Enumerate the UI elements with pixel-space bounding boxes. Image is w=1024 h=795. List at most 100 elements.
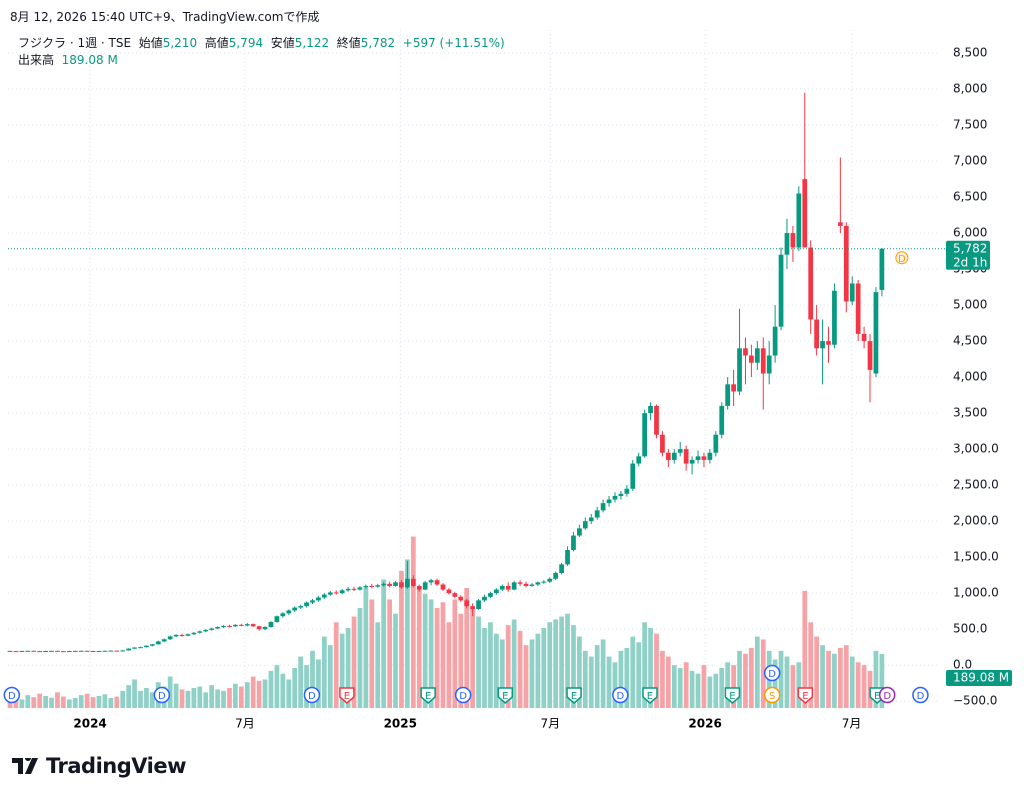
value: 5,794 (228, 36, 264, 50)
volume-bar (802, 590, 808, 708)
candle-body (138, 647, 143, 649)
volume-bar (209, 685, 215, 708)
y-tick-label: 6,500 (953, 190, 987, 204)
candle-body (321, 594, 327, 598)
volume-bar (772, 659, 778, 708)
candle-body (826, 341, 831, 345)
event-label: E (874, 691, 880, 702)
candle-body (754, 348, 760, 363)
volume-bar (31, 697, 37, 708)
candle-body (363, 585, 369, 588)
volume-bar (43, 696, 48, 708)
volume-bar (203, 692, 209, 708)
candle-body (505, 585, 511, 590)
volume-bar (654, 633, 659, 708)
candle-body (559, 564, 564, 574)
volume-bar (754, 636, 760, 708)
volume-bar (565, 613, 570, 708)
candle-body (19, 650, 25, 652)
candle-body (630, 463, 636, 489)
volume-bar (321, 636, 327, 708)
y-tick-label: 6,000 (953, 226, 987, 240)
candle-body (452, 593, 458, 597)
volume-bar (49, 697, 54, 708)
candle-body (683, 449, 689, 464)
volume-bar (760, 639, 766, 708)
volume-bar (820, 645, 825, 708)
candle-body (778, 254, 784, 327)
y-tick-label: 0.0 (953, 658, 972, 672)
candle-body (7, 650, 13, 652)
candle-body (185, 634, 191, 636)
candle-body (618, 493, 624, 496)
volume-bar (114, 696, 120, 708)
candle-body (529, 584, 535, 586)
x-tick-label: 2026 (688, 717, 721, 731)
candle-body (357, 587, 363, 590)
candle-body (72, 650, 78, 652)
volume-bar (37, 693, 43, 708)
event-marker (612, 686, 629, 704)
candle-body (280, 613, 286, 617)
volume-bar (221, 690, 226, 708)
volume-bar (55, 692, 60, 708)
y-tick-label: 3,500 (953, 406, 987, 420)
volume-bar (132, 679, 137, 708)
candle-body (873, 292, 879, 374)
label: 安値 (270, 36, 295, 50)
volume-bar (72, 698, 78, 708)
candle-body (707, 452, 713, 460)
candle-body (410, 578, 416, 586)
candle-body (84, 650, 90, 652)
candle-body (582, 521, 588, 529)
candle-body (90, 651, 96, 653)
volume-bar (606, 656, 612, 708)
volume-bar (256, 680, 262, 708)
candle-body (517, 582, 523, 584)
volume-bar (13, 698, 19, 708)
candle-body (571, 535, 576, 550)
event-marker (339, 687, 355, 704)
volume-bar (167, 676, 173, 708)
candle-body (393, 582, 398, 586)
candle-body (588, 517, 594, 522)
y-tick-label: 2,000.0 (953, 514, 999, 528)
volume-bar (405, 559, 410, 708)
event-label: D (308, 691, 316, 702)
volume-bar (725, 662, 731, 708)
event-marker (3, 686, 21, 704)
candle-body (636, 456, 642, 464)
volume-bar (737, 650, 742, 708)
candle-body (351, 588, 357, 590)
volume-bar (399, 570, 404, 708)
candle-body (689, 459, 695, 464)
volume-bar (345, 628, 351, 708)
event-label: E (802, 691, 808, 702)
event-marker (763, 686, 781, 704)
volume-bar (173, 683, 179, 708)
candle-body (802, 179, 808, 248)
y-tick-label: 8,500 (953, 46, 987, 60)
volume-bar (743, 653, 748, 708)
candle-body (114, 650, 120, 652)
volume-bar (808, 622, 814, 708)
volume-bar (102, 694, 108, 708)
volume-bar (719, 668, 725, 708)
candle-body (327, 592, 333, 595)
volume-bar (873, 650, 879, 708)
y-tick-label: 500.0 (953, 622, 987, 636)
price-marker (895, 251, 909, 265)
volume-bar (523, 645, 529, 708)
event-marker (642, 687, 658, 704)
candle-body (547, 578, 553, 582)
candle-body (179, 634, 185, 636)
candle-body (493, 589, 499, 594)
candle-body (399, 582, 404, 588)
candle-body (55, 650, 60, 652)
volume-bar (452, 599, 458, 708)
candle-body (233, 624, 238, 627)
candle-body (677, 449, 683, 453)
y-tick-label: 1,500.0 (953, 550, 999, 564)
volume-bar (233, 683, 238, 708)
